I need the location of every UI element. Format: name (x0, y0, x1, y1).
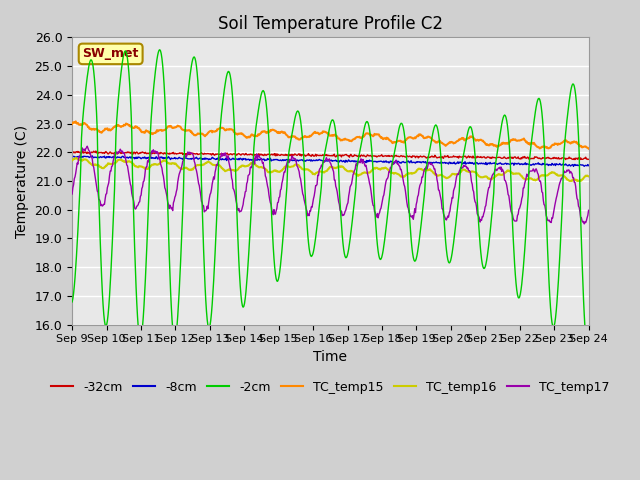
Text: SW_met: SW_met (83, 48, 139, 60)
Legend: -32cm, -8cm, -2cm, TC_temp15, TC_temp16, TC_temp17: -32cm, -8cm, -2cm, TC_temp15, TC_temp16,… (46, 376, 615, 399)
X-axis label: Time: Time (314, 350, 348, 364)
Y-axis label: Temperature (C): Temperature (C) (15, 124, 29, 238)
Title: Soil Temperature Profile C2: Soil Temperature Profile C2 (218, 15, 443, 33)
